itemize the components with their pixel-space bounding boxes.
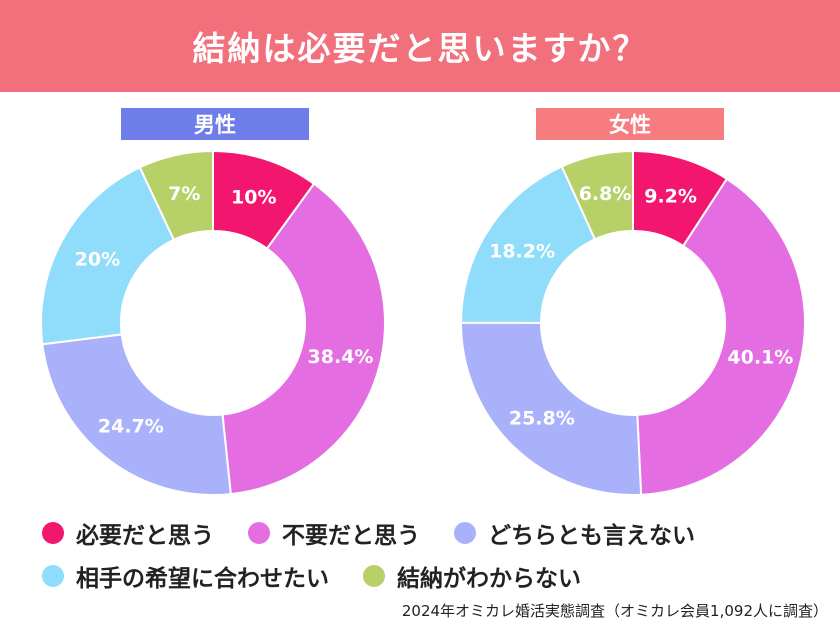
legend-row-2: 相手の希望に合わせたい 結納がわからない: [42, 559, 615, 593]
female-value-label-unnecessary: 40.1%: [727, 347, 793, 369]
legend-label-unnecessary: 不要だと思う: [282, 523, 420, 549]
male-slice-partner-wish: [40, 166, 176, 346]
source-note: 2024年オミカレ婚活実態調査（オミカレ会員1,092人に調査）: [401, 602, 828, 620]
female-value-label-necessary: 9.2%: [644, 185, 697, 207]
male-value-label-neither: 24.7%: [98, 415, 164, 437]
legend-item-unnecessary: 不要だと思う: [248, 516, 420, 550]
legend-swatch-neither: [454, 522, 476, 544]
legend-swatch-unknown: [363, 565, 385, 587]
legend-item-neither: どちらとも言えない: [454, 516, 695, 550]
legend-label-unknown: 結納がわからない: [397, 566, 581, 592]
legend-item-unknown: 結納がわからない: [363, 559, 581, 593]
female-donut-chart: 9.2% 40.1% 25.8% 18.2% 6.8%: [459, 149, 806, 496]
male-chart-title: 男性: [194, 113, 236, 137]
chart-title: 結納は必要だと思いますか？: [192, 29, 648, 68]
legend-label-partner-wish: 相手の希望に合わせたい: [76, 566, 329, 592]
legend-swatch-necessary: [42, 522, 64, 544]
male-slice-neither: [41, 333, 232, 496]
legend-row-1: 必要だと思う 不要だと思う どちらとも言えない: [42, 516, 729, 550]
female-slice-neither: [459, 321, 643, 496]
legend-swatch-unnecessary: [248, 522, 270, 544]
female-slice-unnecessary: [636, 177, 806, 496]
legend-swatch-partner-wish: [42, 565, 64, 587]
title-banner: 結納は必要だと思いますか？: [0, 0, 840, 92]
female-slice-unknown: [560, 149, 634, 241]
female-value-label-partner-wish: 18.2%: [489, 240, 555, 262]
male-value-label-necessary: 10%: [231, 186, 276, 208]
male-panel-label: 男性: [121, 108, 309, 140]
legend-label-neither: どちらとも言えない: [488, 523, 695, 549]
male-value-label-unnecessary: 38.4%: [308, 346, 374, 368]
female-value-label-unknown: 6.8%: [579, 183, 632, 205]
male-slice-unknown: [138, 149, 214, 242]
female-panel-label: 女性: [536, 108, 724, 140]
legend-item-partner-wish: 相手の希望に合わせたい: [42, 559, 329, 593]
legend-label-necessary: 必要だと思う: [76, 523, 214, 549]
female-chart-title: 女性: [609, 113, 651, 137]
female-value-label-neither: 25.8%: [509, 407, 575, 429]
male-donut-chart: 10% 38.4% 24.7% 20% 7%: [40, 149, 386, 496]
male-value-label-unknown: 7%: [168, 183, 200, 205]
male-slice-unnecessary: [221, 182, 386, 496]
legend-item-necessary: 必要だと思う: [42, 516, 214, 550]
male-value-label-partner-wish: 20%: [75, 248, 120, 270]
